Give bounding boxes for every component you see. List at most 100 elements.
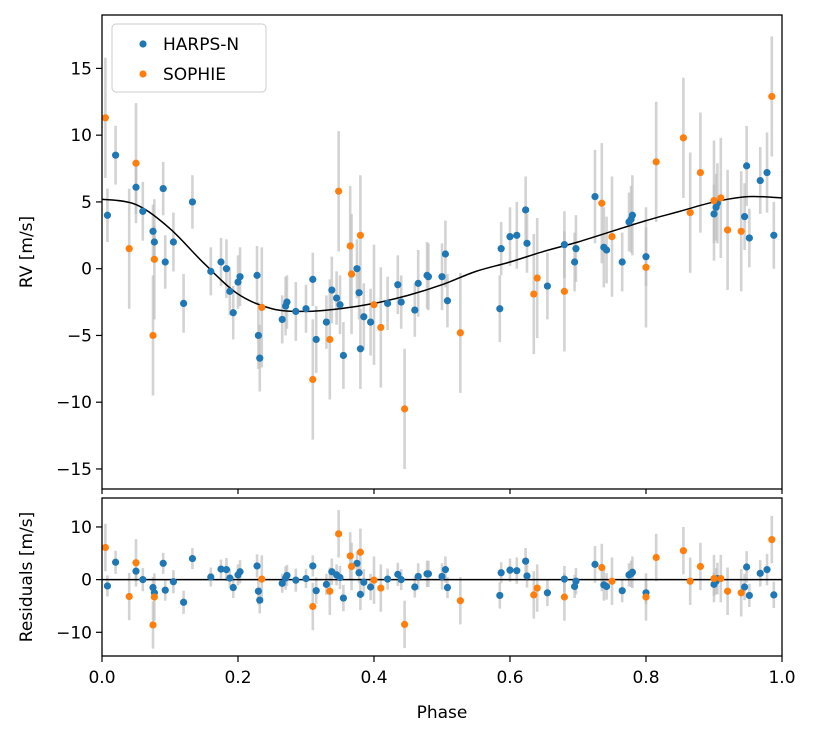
point-harps-n bbox=[496, 305, 504, 313]
residuals-axis-ticks: 10 0 −10 0.0 0.2 0.4 0.6 0.8 1.0 bbox=[56, 518, 795, 688]
point-harps-n bbox=[367, 318, 375, 326]
point-harps-n bbox=[497, 245, 505, 253]
residuals-axis-label: Residuals [m/s] bbox=[17, 512, 37, 642]
point-harps-n bbox=[756, 176, 764, 185]
point-sophie bbox=[347, 270, 356, 278]
residual-point-sophie bbox=[686, 577, 694, 585]
residual-point-harps-n bbox=[496, 591, 504, 600]
residual-point-harps-n bbox=[572, 577, 580, 585]
point-harps-n bbox=[572, 245, 580, 253]
legend-box bbox=[111, 23, 267, 93]
residual-point-harps-n bbox=[424, 570, 432, 578]
residual-point-harps-n bbox=[139, 576, 147, 584]
point-harps-n bbox=[292, 307, 300, 316]
rv-panel-frame bbox=[101, 14, 783, 490]
residual-point-harps-n bbox=[353, 559, 361, 567]
point-sophie bbox=[768, 92, 776, 101]
phase-xtick-label: 0.8 bbox=[632, 668, 659, 688]
point-sophie bbox=[401, 405, 409, 413]
residual-point-harps-n bbox=[560, 575, 569, 583]
residual-point-sophie bbox=[456, 597, 464, 605]
residual-point-harps-n bbox=[522, 557, 530, 565]
point-sophie bbox=[309, 375, 317, 384]
point-harps-n bbox=[741, 213, 749, 221]
residual-point-harps-n bbox=[132, 567, 140, 575]
point-sophie bbox=[356, 231, 364, 239]
residual-point-sophie bbox=[679, 547, 688, 555]
rv-plot-area bbox=[102, 36, 782, 469]
point-sophie bbox=[102, 114, 109, 122]
residual-point-harps-n bbox=[745, 591, 753, 600]
residual-point-sophie bbox=[530, 591, 538, 599]
point-sophie bbox=[560, 287, 569, 295]
residual-point-harps-n bbox=[367, 583, 375, 591]
residual-point-harps-n bbox=[103, 582, 112, 590]
residual-point-harps-n bbox=[112, 558, 120, 566]
point-harps-n bbox=[522, 206, 530, 214]
point-harps-n bbox=[745, 234, 753, 242]
point-harps-n bbox=[642, 253, 650, 261]
point-harps-n bbox=[411, 306, 419, 314]
point-harps-n bbox=[236, 273, 244, 281]
residual-point-harps-n bbox=[743, 563, 751, 571]
point-harps-n bbox=[506, 233, 514, 241]
point-sophie bbox=[737, 227, 745, 235]
point-harps-n bbox=[763, 168, 771, 177]
point-harps-n bbox=[256, 354, 264, 362]
residual-point-harps-n bbox=[292, 576, 300, 584]
point-harps-n bbox=[333, 294, 341, 302]
residual-point-sophie bbox=[737, 589, 745, 597]
point-sophie bbox=[717, 194, 725, 202]
point-sophie bbox=[258, 303, 266, 312]
point-harps-n bbox=[384, 299, 392, 308]
residual-point-sophie bbox=[533, 584, 541, 592]
point-harps-n bbox=[360, 313, 368, 321]
rv-ytick-label: −15 bbox=[56, 460, 92, 480]
point-harps-n bbox=[302, 305, 310, 313]
residual-point-harps-n bbox=[253, 562, 261, 570]
point-sophie bbox=[686, 209, 694, 217]
residual-ytick-label: −10 bbox=[56, 623, 92, 643]
legend-marker-sophie bbox=[139, 70, 147, 78]
residual-point-sophie bbox=[717, 574, 725, 583]
residual-point-sophie bbox=[608, 577, 616, 585]
residual-point-sophie bbox=[710, 574, 718, 583]
point-sophie bbox=[150, 255, 158, 263]
residual-point-sophie bbox=[370, 576, 378, 584]
residual-point-harps-n bbox=[229, 583, 237, 592]
point-sophie bbox=[598, 199, 606, 207]
residual-point-sophie bbox=[768, 536, 776, 544]
residual-point-harps-n bbox=[741, 583, 749, 591]
residual-point-sophie bbox=[125, 592, 133, 601]
residual-point-harps-n bbox=[339, 594, 347, 602]
point-harps-n bbox=[309, 275, 317, 283]
residual-point-harps-n bbox=[226, 574, 234, 582]
residual-point-harps-n bbox=[394, 570, 402, 578]
residual-point-harps-n bbox=[180, 598, 188, 606]
residual-point-harps-n bbox=[618, 587, 626, 595]
rv-ytick-label: −5 bbox=[67, 326, 92, 346]
residual-point-sophie bbox=[598, 563, 606, 572]
legend-label-harps-n: HARPS-N bbox=[163, 35, 239, 55]
point-harps-n bbox=[424, 273, 432, 281]
point-sophie bbox=[608, 233, 616, 241]
point-harps-n bbox=[322, 318, 330, 326]
residual-point-harps-n bbox=[443, 583, 452, 592]
residual-point-harps-n bbox=[356, 590, 364, 598]
point-harps-n bbox=[139, 207, 147, 215]
point-harps-n bbox=[414, 279, 422, 287]
residual-point-harps-n bbox=[322, 580, 330, 588]
point-harps-n bbox=[618, 258, 626, 266]
point-harps-n bbox=[132, 183, 140, 191]
residual-point-harps-n bbox=[763, 566, 771, 574]
point-sophie bbox=[456, 329, 464, 337]
point-harps-n bbox=[161, 258, 169, 266]
residual-point-harps-n bbox=[628, 568, 637, 576]
residual-point-sophie bbox=[258, 575, 266, 583]
point-harps-n bbox=[397, 298, 405, 306]
rv-ytick-label: −10 bbox=[56, 393, 92, 413]
residual-point-harps-n bbox=[438, 572, 446, 581]
point-harps-n bbox=[443, 297, 452, 305]
phase-xtick-label: 0.2 bbox=[224, 668, 251, 688]
